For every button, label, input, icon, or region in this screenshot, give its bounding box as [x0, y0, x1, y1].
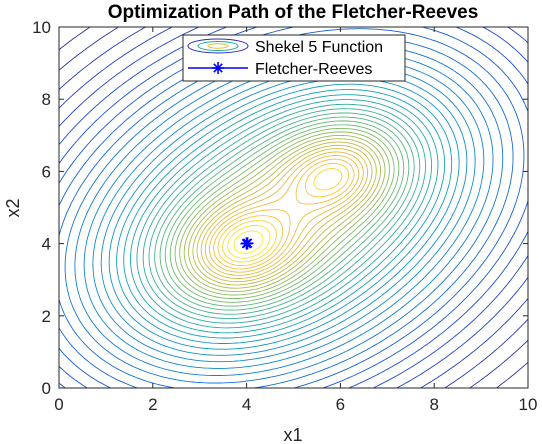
y-tick-label: 0: [42, 379, 51, 398]
y-axis-label: x2: [3, 198, 23, 217]
x-tick-label: 0: [54, 395, 63, 414]
legend-label-contour: Shekel 5 Function: [255, 39, 383, 56]
chart-title: Optimization Path of the Fletcher-Reeves: [108, 2, 479, 23]
legend: Shekel 5 Function Fletcher-Reeves: [183, 35, 405, 81]
y-tick-label: 6: [42, 162, 51, 181]
x-axis-label: x1: [283, 425, 302, 444]
y-tick-label: 2: [42, 307, 51, 326]
y-tick-label: 4: [42, 235, 51, 254]
x-tick-label: 2: [148, 395, 157, 414]
legend-label-path: Fletcher-Reeves: [255, 61, 372, 78]
x-tick-label: 8: [429, 395, 438, 414]
x-tick-label: 6: [336, 395, 345, 414]
y-tick-label: 8: [42, 90, 51, 109]
legend-path-marker: [212, 62, 224, 74]
x-tick-label: 4: [242, 395, 251, 414]
legend-asterisk: [212, 62, 224, 74]
path-point: [241, 238, 253, 250]
x-tick-label: 10: [519, 395, 538, 414]
y-tick-label: 10: [32, 18, 51, 37]
